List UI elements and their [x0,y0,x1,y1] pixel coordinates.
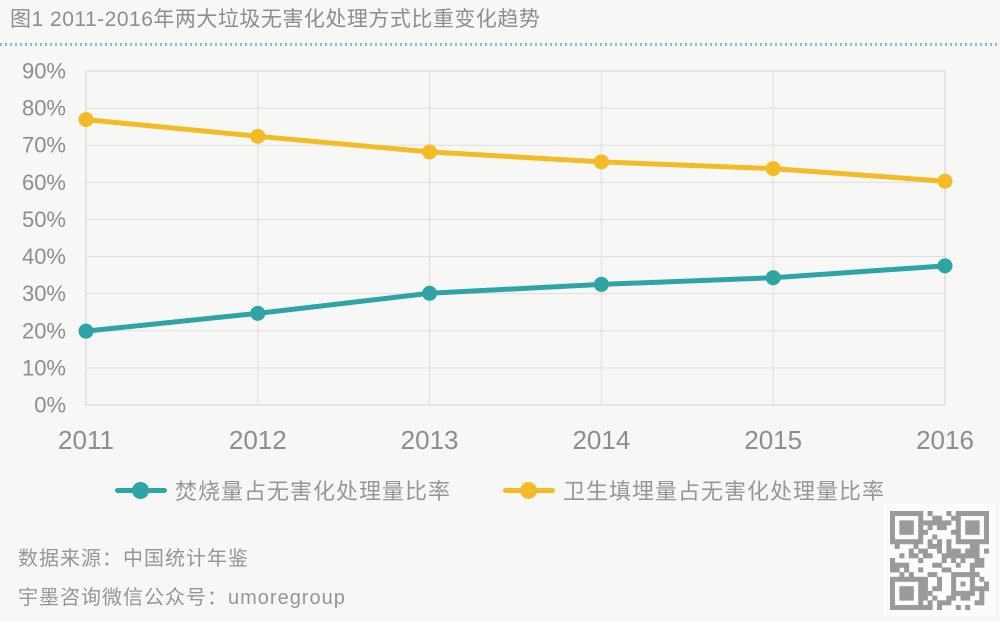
legend-item-incineration: 焚烧量占无害化处理量比率 [114,474,451,506]
svg-text:50%: 50% [22,207,66,232]
legend-label-incineration: 焚烧量占无害化处理量比率 [174,479,451,504]
chart-legend: 焚烧量占无害化处理量比率 卫生填埋量占无害化处理量比率 [0,472,1000,508]
data-source-text: 数据来源：中国统计年鉴 [18,548,249,570]
svg-text:70%: 70% [22,133,66,158]
svg-text:20%: 20% [22,318,66,343]
legend-dot-icon [520,481,537,499]
svg-text:80%: 80% [22,96,66,121]
svg-text:30%: 30% [22,281,66,306]
svg-text:2011: 2011 [58,425,114,455]
legend-line-dot-icon [114,481,167,499]
svg-text:0%: 0% [34,393,66,418]
figure-title: 图1 2011-2016年两大垃圾无害化处理方式比重变化趋势 [10,8,541,31]
wechat-account-text: 宇墨咨询微信公众号：umoregroup [18,587,346,609]
svg-text:2016: 2016 [916,425,974,455]
svg-text:90%: 90% [22,59,66,84]
chart-canvas: 0% 10% 20% 30% 40% 50% 60% 70% 80% 90% 2011 2012 201… [22,59,974,456]
legend-label-landfill: 卫生填埋量占无害化处理量比率 [563,479,886,504]
legend-dot-icon [131,481,149,499]
qr-code [883,504,995,616]
svg-text:10%: 10% [22,355,66,380]
line-chart: 0% 10% 20% 30% 40% 50% 60% 70% 80% 90% 2011 2012 201… [0,55,1000,457]
svg-text:2014: 2014 [572,425,630,455]
legend-line-dot-icon [503,481,555,499]
svg-text:2013: 2013 [401,425,459,455]
svg-text:2015: 2015 [744,425,802,455]
svg-text:60%: 60% [22,170,66,195]
legend-item-landfill: 卫生填埋量占无害化处理量比率 [503,474,885,506]
qr-code-canvas [890,511,989,610]
dotted-separator [0,43,1000,46]
svg-text:2012: 2012 [229,425,287,455]
svg-text:40%: 40% [22,244,66,269]
